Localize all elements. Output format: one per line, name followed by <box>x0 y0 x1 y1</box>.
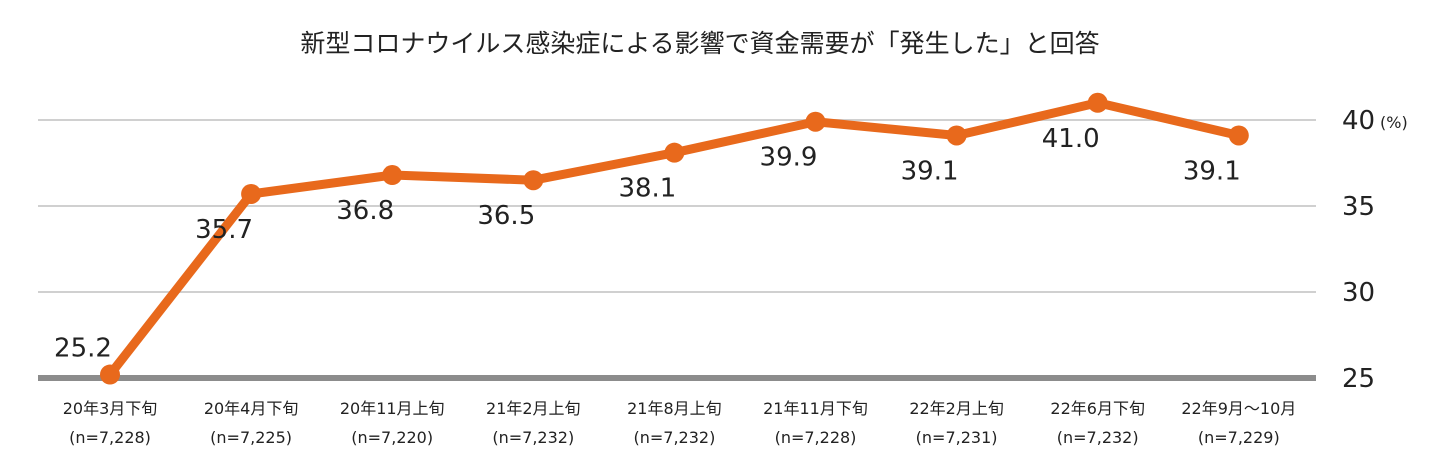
x-axis-labels: 20年3月下旬 (n=7,228) 20年4月下旬 (n=7,225) 20年11月上旬… <box>63 399 1297 447</box>
x-tick-label: 22年9月～10月 <box>1181 399 1296 418</box>
x-sample-size-label: (n=7,228) <box>775 428 857 447</box>
data-point <box>241 183 262 204</box>
x-tick-label: 21年11月下旬 <box>763 399 868 418</box>
x-sample-size-label: (n=7,220) <box>351 428 433 447</box>
data-label: 35.7 <box>195 215 253 245</box>
y-tick-label: 25 <box>1342 364 1375 394</box>
y-tick-label: 40 <box>1342 106 1375 136</box>
x-tick-label: 21年2月上旬 <box>486 399 581 418</box>
x-sample-size-label: (n=7,229) <box>1198 428 1280 447</box>
gridlines <box>38 119 1316 381</box>
x-tick-label: 22年6月下旬 <box>1050 399 1145 418</box>
x-sample-size-label: (n=7,232) <box>1057 428 1139 447</box>
data-point <box>382 165 403 186</box>
data-label: 41.0 <box>1042 124 1100 154</box>
data-point <box>664 142 685 163</box>
chart-title: 新型コロナウイルス感染症による影響で資金需要が「発生した」と回答 <box>300 29 1100 58</box>
data-label: 39.1 <box>1183 156 1241 186</box>
data-label: 36.8 <box>336 196 394 226</box>
x-sample-size-label: (n=7,231) <box>916 428 998 447</box>
x-tick-label: 22年2月上旬 <box>909 399 1004 418</box>
data-point <box>1228 125 1249 146</box>
data-label: 25.2 <box>54 334 112 364</box>
data-points <box>100 92 1249 385</box>
x-sample-size-label: (n=7,232) <box>633 428 715 447</box>
data-label: 36.5 <box>477 201 535 231</box>
data-point <box>100 364 120 385</box>
y-axis-ticks: 25 30 35 40 <box>1342 106 1375 394</box>
x-sample-size-label: (n=7,232) <box>492 428 574 447</box>
x-sample-size-label: (n=7,228) <box>69 428 151 447</box>
data-point <box>1087 92 1108 113</box>
y-tick-label: 35 <box>1342 192 1375 222</box>
x-tick-label: 20年11月上旬 <box>340 399 445 418</box>
data-point <box>523 170 544 191</box>
data-label: 39.9 <box>760 143 818 173</box>
data-labels: 25.2 35.7 36.8 36.5 38.1 39.9 39.1 41.0 39.1 <box>54 124 1241 364</box>
x-tick-label: 20年4月下旬 <box>204 399 299 418</box>
y-tick-label: 30 <box>1342 278 1375 308</box>
data-label: 38.1 <box>618 174 676 204</box>
y-axis-unit: (%) <box>1380 113 1408 132</box>
x-sample-size-label: (n=7,225) <box>210 428 292 447</box>
data-point <box>805 111 826 132</box>
x-tick-label: 20年3月下旬 <box>63 399 158 418</box>
x-tick-label: 21年8月上旬 <box>627 399 722 418</box>
data-label: 39.1 <box>901 156 959 186</box>
data-point <box>946 125 967 146</box>
